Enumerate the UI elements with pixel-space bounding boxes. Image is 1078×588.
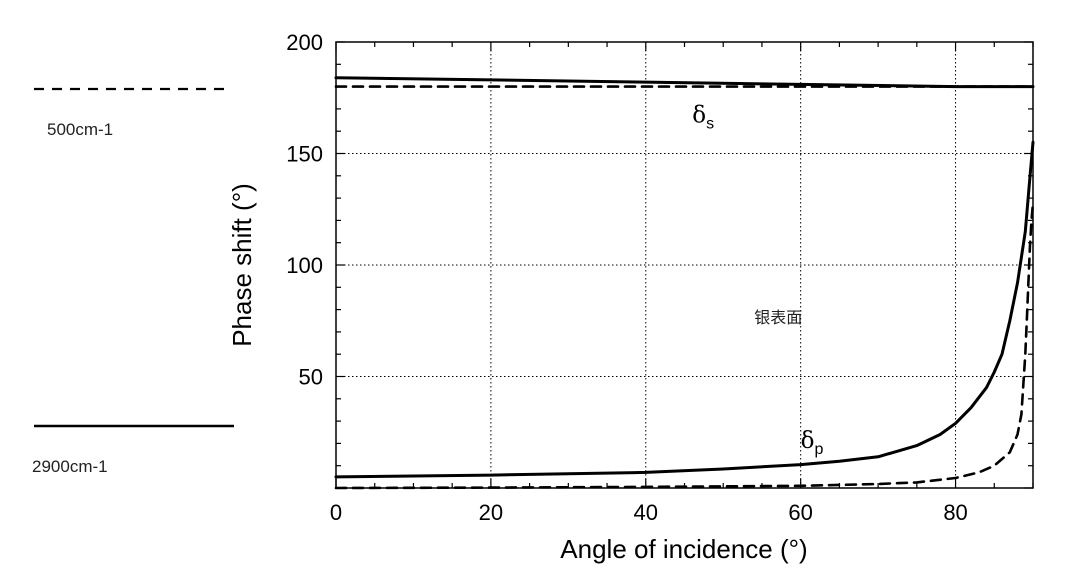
x-tick-label-40: 40 <box>634 500 658 525</box>
plot-frame <box>335 41 1034 489</box>
x-tick-label-0: 0 <box>330 500 342 525</box>
x-axis-title: Angle of incidence (°) <box>560 534 807 564</box>
y-tick-label-200: 200 <box>286 30 323 55</box>
series-1-curve-0 <box>334 76 1035 89</box>
annotations: δs δp 银表面 <box>692 102 823 458</box>
y-tick-label-150: 150 <box>286 142 323 167</box>
legend: 500cm-1 2900cm-1 <box>32 87 234 476</box>
series-lines <box>334 76 1035 490</box>
y-axis-title: Phase shift (°) <box>227 183 257 347</box>
annotation-0: δs <box>692 102 714 132</box>
legend-label-2900cm-1: 2900cm-1 <box>32 457 108 476</box>
x-tick-label-60: 60 <box>788 500 812 525</box>
series-0-curve-1 <box>334 201 1035 490</box>
annotation-2: 银表面 <box>754 308 802 327</box>
legend-label-500cm-1: 500cm-1 <box>47 120 113 139</box>
annotation-1: δp <box>801 428 824 458</box>
tick-labels: 0 20 40 60 80 50 100 150 200 <box>286 30 968 525</box>
y-tick-label-50: 50 <box>299 365 323 390</box>
series-1-curve-1 <box>334 140 1035 479</box>
x-tick-label-80: 80 <box>943 500 967 525</box>
grid <box>336 42 1033 488</box>
x-tick-label-20: 20 <box>479 500 503 525</box>
y-tick-label-100: 100 <box>286 253 323 278</box>
